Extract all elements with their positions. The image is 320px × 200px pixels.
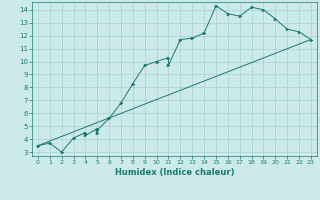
X-axis label: Humidex (Indice chaleur): Humidex (Indice chaleur) [115,168,234,177]
